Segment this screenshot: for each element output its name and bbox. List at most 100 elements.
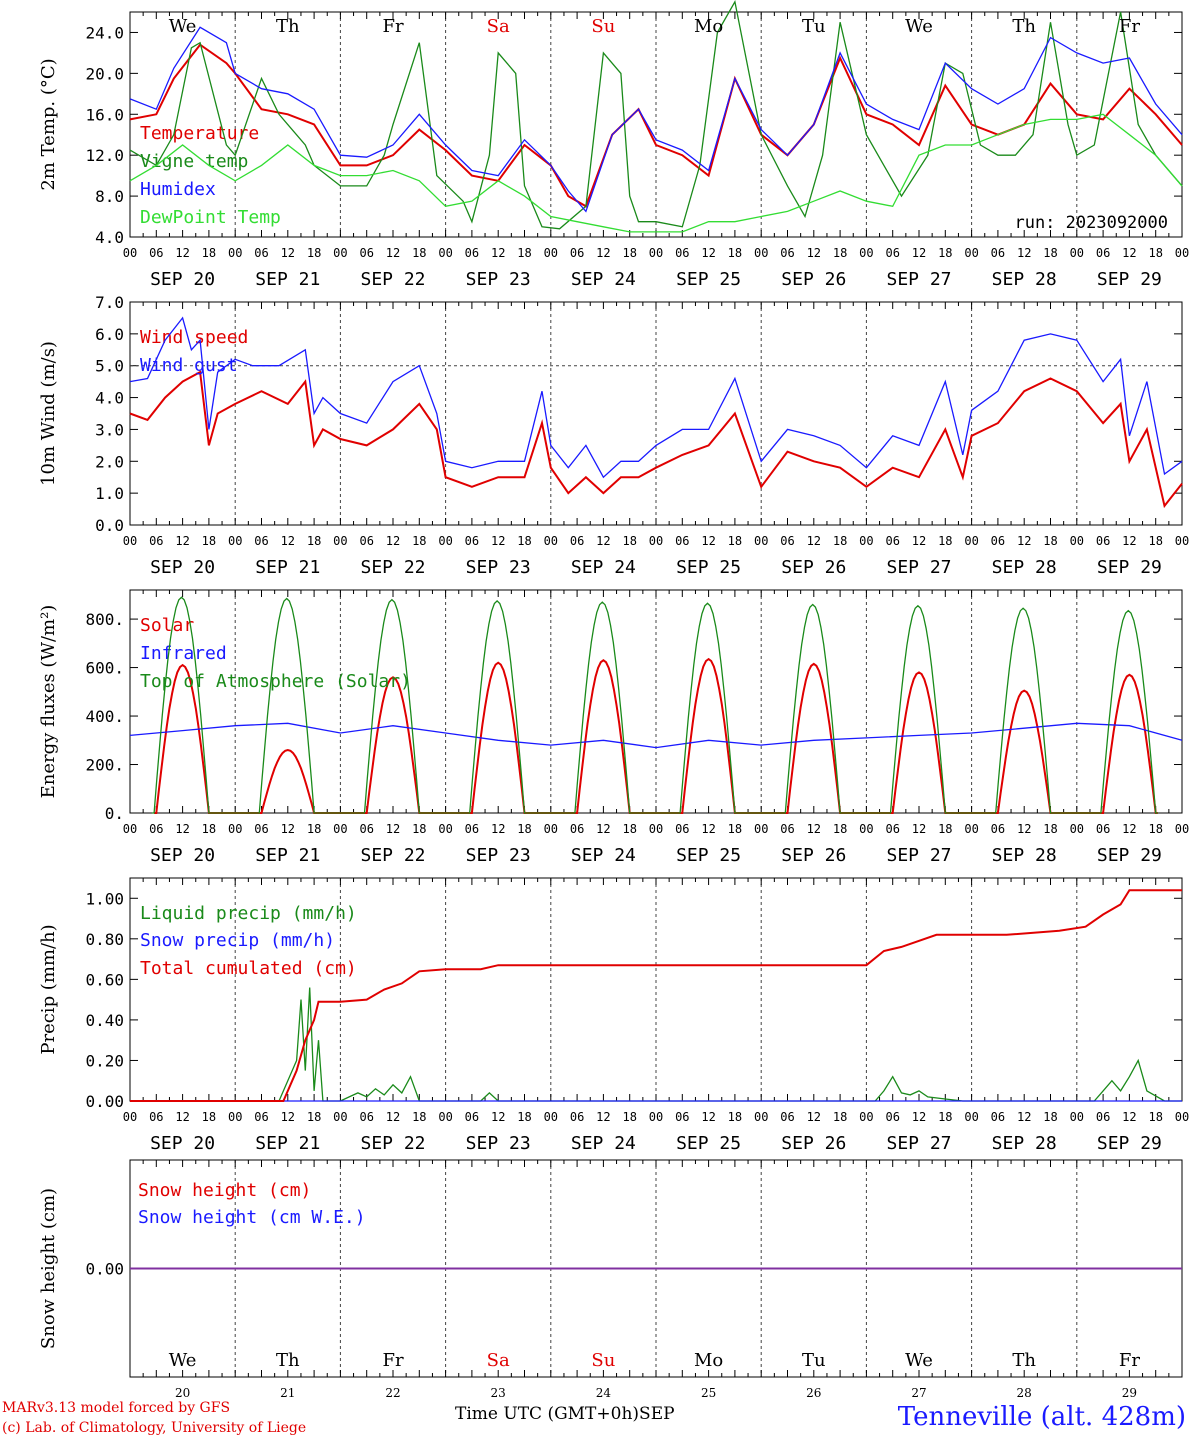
hour-tick-label: 18 xyxy=(622,246,636,260)
hour-tick-label: 18 xyxy=(938,1110,952,1124)
hour-tick-label: 18 xyxy=(202,1110,216,1124)
y-tick-label: 20.0 xyxy=(85,64,124,83)
hour-tick-label: 06 xyxy=(254,822,268,836)
hour-tick-label: 00 xyxy=(438,1110,452,1124)
date-label: SEP 26 xyxy=(781,845,846,866)
hour-tick-label: 18 xyxy=(412,1110,426,1124)
hour-tick-label: 06 xyxy=(1096,1110,1110,1124)
hour-tick-label: 00 xyxy=(1175,246,1189,260)
hour-tick-label: 12 xyxy=(701,534,715,548)
date-label: SEP 29 xyxy=(1097,1133,1162,1154)
legend-entry: Snow height (cm) xyxy=(138,1180,311,1201)
hour-tick-label: 12 xyxy=(491,246,505,260)
day-number-label: 24 xyxy=(596,1386,612,1400)
hour-tick-label: 00 xyxy=(228,246,242,260)
hour-tick-label: 06 xyxy=(885,1110,899,1124)
hour-tick-label: 12 xyxy=(701,822,715,836)
hour-tick-label: 18 xyxy=(517,534,531,548)
time-axis-label: Time UTC (GMT+0h)SEP xyxy=(455,1404,675,1424)
y-tick-label: 0.00 xyxy=(85,1092,124,1111)
date-label: SEP 20 xyxy=(150,269,215,290)
hour-tick-label: 12 xyxy=(491,534,505,548)
hour-tick-label: 12 xyxy=(1122,822,1136,836)
date-label: SEP 29 xyxy=(1097,557,1162,578)
hour-tick-label: 18 xyxy=(622,822,636,836)
y-tick-label: 24.0 xyxy=(85,23,124,42)
day-label: Th xyxy=(1012,1350,1036,1371)
hour-tick-label: 00 xyxy=(438,534,452,548)
hour-tick-label: 00 xyxy=(544,822,558,836)
date-label: SEP 25 xyxy=(676,845,741,866)
hour-tick-label: 00 xyxy=(754,822,768,836)
hour-tick-label: 12 xyxy=(912,534,926,548)
series-line xyxy=(151,596,1158,814)
hour-tick-label: 12 xyxy=(596,1110,610,1124)
y-tick-label: 6.0 xyxy=(95,325,124,344)
hour-tick-label: 00 xyxy=(649,246,663,260)
hour-tick-label: 00 xyxy=(649,1110,663,1124)
legend-entry: Snow height (cm W.E.) xyxy=(138,1207,366,1228)
hour-tick-label: 00 xyxy=(544,534,558,548)
hour-tick-label: 12 xyxy=(281,246,295,260)
date-label: SEP 25 xyxy=(676,557,741,578)
hour-tick-label: 18 xyxy=(1043,1110,1057,1124)
location-label: Tenneville (alt. 428m) xyxy=(897,1402,1186,1432)
date-label: SEP 26 xyxy=(781,557,846,578)
hour-tick-label: 06 xyxy=(254,534,268,548)
hour-tick-label: 00 xyxy=(1175,1110,1189,1124)
hour-tick-label: 18 xyxy=(307,1110,321,1124)
date-label: SEP 24 xyxy=(571,845,636,866)
date-label: SEP 28 xyxy=(992,269,1057,290)
hour-tick-label: 00 xyxy=(333,1110,347,1124)
hour-tick-label: 18 xyxy=(938,822,952,836)
legend-entry: Solar xyxy=(140,615,194,636)
y-tick-label: 1.00 xyxy=(85,889,124,908)
date-label: SEP 20 xyxy=(150,845,215,866)
hour-tick-label: 18 xyxy=(938,534,952,548)
date-label: SEP 20 xyxy=(150,1133,215,1154)
hour-tick-label: 00 xyxy=(754,246,768,260)
hour-tick-label: 00 xyxy=(228,822,242,836)
day-number-label: 25 xyxy=(701,1386,716,1400)
date-label: SEP 22 xyxy=(360,845,425,866)
day-label: Mo xyxy=(694,16,723,37)
hour-tick-label: 12 xyxy=(701,246,715,260)
panel-precip: 0.00 0.20 0.40 0.60 0.80 1.00 Precip (mm/h) Liq… xyxy=(38,877,1189,1154)
legend-entry: Temperature xyxy=(140,123,259,144)
hour-tick-label: 12 xyxy=(281,534,295,548)
hour-tick-label: 12 xyxy=(912,1110,926,1124)
hour-tick-label: 18 xyxy=(202,246,216,260)
hour-tick-label: 12 xyxy=(807,1110,821,1124)
day-label: Su xyxy=(591,1350,615,1371)
hour-tick-label: 12 xyxy=(807,534,821,548)
y-axis-title: 10m Wind (m/s) xyxy=(38,341,59,486)
hour-tick-label: 00 xyxy=(123,1110,137,1124)
hour-tick-label: 00 xyxy=(754,534,768,548)
date-label: SEP 22 xyxy=(360,1133,425,1154)
hour-tick-label: 18 xyxy=(728,822,742,836)
y-tick-label: 200. xyxy=(85,756,124,775)
hour-tick-label: 18 xyxy=(622,534,636,548)
hour-tick-label: 06 xyxy=(465,246,479,260)
hour-tick-label: 18 xyxy=(833,534,847,548)
hour-tick-label: 06 xyxy=(570,1110,584,1124)
date-label: SEP 21 xyxy=(255,1133,320,1154)
plot-frame xyxy=(129,301,1183,526)
hour-tick-label: 18 xyxy=(307,246,321,260)
hour-tick-label: 12 xyxy=(1017,1110,1031,1124)
day-number-label: 26 xyxy=(806,1386,821,1400)
hour-tick-label: 18 xyxy=(517,822,531,836)
hour-tick-label: 00 xyxy=(859,1110,873,1124)
hour-tick-label: 12 xyxy=(807,822,821,836)
day-label: Su xyxy=(591,16,615,37)
legend-entry: Liquid precip (mm/h) xyxy=(140,903,357,924)
hour-tick-label: 12 xyxy=(807,246,821,260)
hour-tick-label: 12 xyxy=(175,1110,189,1124)
day-label: We xyxy=(169,1350,197,1371)
y-tick-label: 0.80 xyxy=(85,930,124,949)
hour-tick-label: 06 xyxy=(570,534,584,548)
hour-tick-label: 18 xyxy=(1148,246,1162,260)
legend-entry: Total cumulated (cm) xyxy=(140,958,357,979)
date-label: SEP 28 xyxy=(992,557,1057,578)
